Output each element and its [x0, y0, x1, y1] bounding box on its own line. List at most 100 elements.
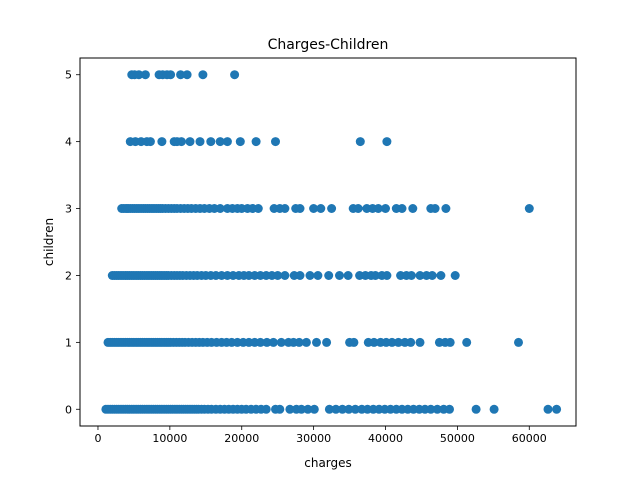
data-point — [462, 337, 472, 347]
data-point — [406, 337, 416, 347]
y-tick-label: 0 — [65, 403, 72, 416]
data-point — [198, 70, 208, 80]
data-point — [195, 137, 205, 147]
data-point — [524, 204, 534, 213]
data-point — [140, 70, 150, 80]
data-point — [335, 271, 344, 280]
x-axis-ticks: 0 10000 20000 30000 40000 50000 60000 — [94, 426, 547, 445]
data-point — [343, 271, 353, 280]
data-point — [275, 404, 285, 414]
data-point — [253, 204, 263, 213]
data-point — [370, 271, 380, 280]
data-point — [309, 404, 319, 414]
data-point — [276, 337, 286, 347]
data-point — [441, 204, 451, 213]
data-point — [373, 204, 383, 213]
data-point — [296, 404, 306, 414]
data-point — [295, 271, 305, 280]
data-point — [176, 70, 186, 80]
x-tick-label: 0 — [94, 432, 101, 445]
data-point — [215, 204, 225, 213]
data-point — [271, 137, 280, 147]
data-point — [426, 404, 436, 414]
x-tick-label: 10000 — [152, 432, 187, 445]
data-point — [430, 204, 440, 213]
data-point — [230, 70, 240, 80]
x-axis-label: charges — [304, 456, 352, 470]
data-point — [445, 404, 454, 414]
data-point — [355, 137, 365, 147]
data-point — [543, 404, 553, 414]
data-point — [273, 271, 283, 280]
y-axis-ticks: 0 1 2 3 4 5 — [65, 69, 80, 416]
data-point — [382, 137, 392, 147]
data-point — [145, 137, 155, 147]
x-tick-label: 20000 — [224, 432, 259, 445]
data-point — [206, 137, 216, 147]
data-point — [134, 70, 144, 80]
data-point — [255, 337, 265, 347]
data-point — [251, 137, 261, 147]
y-tick-label: 5 — [65, 69, 72, 82]
y-tick-label: 3 — [65, 203, 72, 216]
data-point — [450, 271, 460, 280]
data-point — [327, 204, 337, 213]
data-point — [301, 337, 311, 347]
data-point — [185, 137, 195, 147]
data-point — [415, 337, 425, 347]
data-point — [294, 337, 304, 347]
x-tick-label: 30000 — [296, 432, 331, 445]
data-points — [101, 70, 562, 414]
data-point — [285, 404, 295, 414]
data-point — [222, 137, 232, 147]
data-point — [295, 204, 305, 213]
y-axis-label: children — [42, 218, 56, 266]
data-point — [303, 404, 313, 414]
plot-frame — [79, 57, 577, 427]
data-point — [324, 404, 334, 414]
data-point — [406, 271, 416, 280]
data-point — [280, 204, 290, 213]
x-tick-label: 40000 — [368, 432, 403, 445]
chart-title: Charges-Children — [268, 37, 389, 53]
data-point — [309, 204, 319, 213]
data-point — [322, 337, 332, 347]
data-point — [381, 204, 390, 213]
data-point — [313, 271, 323, 280]
data-point — [262, 337, 272, 347]
data-point — [337, 404, 347, 414]
data-point — [305, 271, 315, 280]
data-point — [427, 271, 437, 280]
data-point — [387, 337, 397, 347]
data-point — [324, 271, 334, 280]
data-point — [408, 204, 418, 213]
data-point — [157, 137, 167, 147]
data-point — [369, 337, 379, 347]
data-point — [514, 337, 523, 347]
data-point — [353, 204, 363, 213]
data-point — [489, 404, 499, 414]
data-point — [268, 337, 278, 347]
data-point — [432, 404, 442, 414]
x-tick-label: 60000 — [512, 432, 547, 445]
data-point — [344, 404, 354, 414]
data-point — [382, 271, 392, 280]
data-point — [552, 404, 562, 414]
y-tick-label: 2 — [65, 269, 72, 282]
data-point — [397, 204, 407, 213]
data-point — [415, 271, 425, 280]
y-tick-label: 1 — [65, 336, 72, 349]
y-tick-label: 4 — [65, 136, 72, 149]
data-point — [393, 337, 403, 347]
x-tick-label: 50000 — [440, 432, 475, 445]
data-point — [350, 404, 360, 414]
data-point — [312, 337, 321, 347]
data-point — [215, 137, 225, 147]
data-point — [316, 204, 326, 213]
data-point — [261, 404, 271, 414]
data-point — [280, 271, 290, 280]
data-point — [176, 137, 186, 147]
data-point — [166, 70, 176, 80]
